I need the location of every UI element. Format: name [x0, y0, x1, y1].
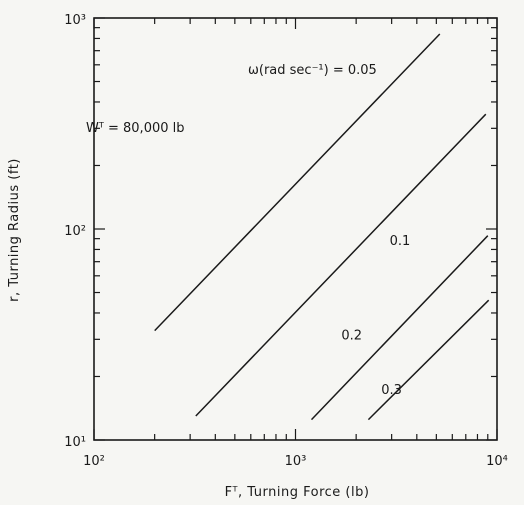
series-label-0.3: 0.3	[381, 383, 402, 398]
series-line-0.05	[154, 33, 441, 332]
x-tick-label: 10⁴	[486, 454, 508, 469]
y-tick-label: 10³	[64, 13, 86, 28]
axis-ticks	[93, 17, 498, 441]
series-line-0.1	[195, 113, 487, 417]
series-labels: 0.1 0.2 0.3	[341, 234, 410, 398]
y-axis-title: r, Turning Radius (ft)	[7, 158, 22, 302]
x-axis-title: Fᵀ, Turning Force (lb)	[225, 485, 370, 500]
y-tick-label: 10¹	[64, 435, 86, 450]
series-lines	[154, 33, 490, 421]
series-line-0.3	[367, 299, 490, 421]
plot-area	[93, 17, 498, 441]
series-caption: ω(rad sec⁻¹) = 0.05	[248, 63, 377, 78]
series-label-0.1: 0.1	[390, 234, 411, 249]
x-tick-label: 10²	[83, 454, 105, 469]
series-line-0.2	[310, 235, 489, 421]
series-label-0.2: 0.2	[341, 328, 362, 343]
y-tick-label: 10²	[64, 224, 86, 239]
weight-annotation: Wᵀ = 80,000 lb	[86, 121, 185, 136]
plot-frame	[93, 17, 498, 441]
x-tick-label: 10³	[285, 454, 307, 469]
tick-labels: 10² 10³ 10⁴ 10¹ 10² 10³	[64, 13, 508, 469]
